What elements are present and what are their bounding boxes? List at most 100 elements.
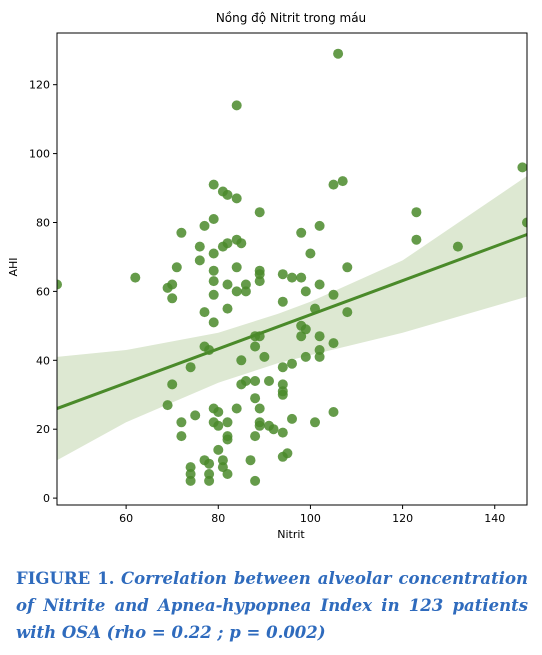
- data-point: [162, 400, 173, 411]
- confidence-band: [57, 176, 527, 461]
- data-point: [240, 286, 251, 297]
- data-point: [328, 338, 339, 349]
- data-point: [250, 475, 261, 486]
- data-point: [282, 448, 293, 459]
- data-point: [245, 455, 256, 466]
- data-point: [236, 238, 247, 249]
- data-point: [300, 351, 311, 362]
- data-point: [296, 227, 307, 238]
- data-point: [277, 427, 288, 438]
- data-point: [176, 417, 187, 428]
- data-point: [222, 238, 233, 249]
- data-point: [204, 458, 215, 469]
- data-point: [176, 431, 187, 442]
- axes: 60 80 100 120 140 0 20 40 60 80 100 120: [29, 32, 528, 525]
- y-tick-label: 60: [36, 285, 50, 298]
- data-point: [452, 241, 463, 252]
- data-point: [254, 403, 265, 414]
- x-tick-label: 100: [300, 512, 321, 525]
- data-point: [333, 48, 344, 59]
- data-point: [277, 389, 288, 400]
- data-point: [213, 407, 224, 417]
- x-tick-label: 60: [119, 512, 133, 525]
- data-point: [300, 324, 311, 335]
- data-point: [254, 207, 265, 218]
- plot-content: [57, 48, 527, 486]
- data-point: [199, 220, 210, 231]
- y-tick-label: 40: [36, 354, 50, 367]
- data-point: [57, 279, 62, 290]
- data-point: [208, 317, 219, 328]
- data-point: [208, 265, 219, 276]
- y-tick-label: 100: [29, 148, 50, 161]
- data-point: [208, 276, 219, 287]
- data-point: [264, 376, 274, 386]
- data-point: [328, 179, 339, 190]
- data-point: [185, 362, 196, 373]
- y-tick-label: 0: [43, 492, 50, 505]
- data-point: [167, 293, 178, 304]
- x-tick-label: 80: [211, 512, 225, 525]
- data-point: [194, 255, 205, 266]
- data-point: [411, 234, 422, 245]
- data-point: [222, 189, 233, 200]
- data-point: [287, 413, 297, 424]
- data-point: [217, 455, 228, 466]
- data-point: [208, 289, 219, 300]
- data-point: [254, 276, 265, 287]
- data-point: [208, 179, 219, 190]
- data-point: [268, 424, 279, 435]
- data-point: [231, 193, 242, 204]
- data-point: [254, 420, 265, 431]
- data-point: [310, 417, 320, 428]
- data-point: [231, 100, 242, 111]
- y-tick-label: 120: [29, 79, 50, 92]
- data-point: [342, 262, 353, 273]
- chart-title: Nồng độ Nitrit trong máu: [216, 11, 366, 25]
- data-point: [314, 345, 325, 355]
- data-point: [259, 351, 270, 362]
- data-point: [522, 217, 527, 228]
- data-point: [231, 403, 242, 414]
- data-point: [240, 376, 251, 386]
- data-point: [250, 393, 261, 404]
- data-point: [296, 272, 307, 283]
- data-point: [185, 475, 196, 486]
- data-point: [314, 351, 325, 362]
- data-point: [250, 376, 261, 386]
- data-point: [231, 286, 242, 297]
- data-point: [277, 362, 288, 373]
- data-point: [167, 379, 178, 390]
- data-point: [231, 262, 242, 273]
- data-point: [250, 431, 261, 442]
- data-point: [328, 407, 339, 417]
- plot-area: [57, 48, 527, 486]
- data-point: [314, 279, 325, 290]
- data-point: [204, 475, 215, 486]
- data-point: [240, 279, 251, 290]
- regression-line: [57, 233, 527, 410]
- data-point: [194, 241, 205, 252]
- data-point: [342, 307, 353, 318]
- data-point: [222, 417, 233, 428]
- data-point: [411, 207, 422, 218]
- data-point: [314, 331, 325, 342]
- data-point: [213, 444, 224, 455]
- data-point: [277, 296, 288, 307]
- scatter-chart: Nồng độ Nitrit trong máu 60 80 100 120 140 0 2…: [7, 11, 528, 541]
- x-tick-label: 120: [392, 512, 413, 525]
- data-point: [190, 410, 201, 421]
- data-point: [314, 220, 325, 231]
- data-point: [517, 162, 527, 173]
- data-point: [287, 358, 297, 369]
- x-tick-label: 140: [484, 512, 505, 525]
- data-point: [300, 286, 311, 297]
- y-axis-label: AHI: [7, 257, 20, 276]
- x-axis-label: Nitrit: [277, 528, 305, 541]
- data-point: [176, 227, 187, 238]
- data-point: [222, 469, 233, 479]
- data-point: [185, 469, 196, 479]
- data-point: [185, 462, 196, 473]
- data-point: [208, 214, 219, 224]
- data-point: [222, 279, 233, 290]
